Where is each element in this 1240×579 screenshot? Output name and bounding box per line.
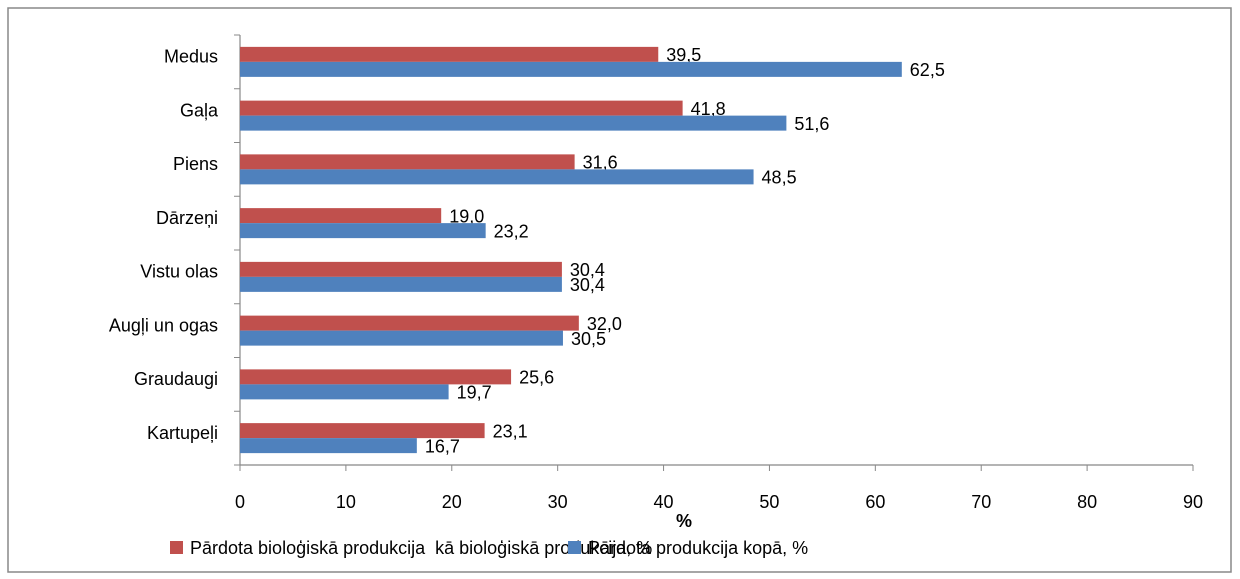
bar bbox=[240, 61, 902, 77]
data-label: 32,0 bbox=[587, 314, 622, 334]
bar bbox=[240, 276, 562, 292]
y-tick-label: Augļi un ogas bbox=[109, 315, 218, 335]
bar bbox=[240, 208, 442, 224]
x-tick-label: 30 bbox=[548, 492, 568, 512]
bar bbox=[240, 115, 787, 131]
legend-label: Pārdota bioloģiskā produkcija kā bioloģi… bbox=[190, 538, 652, 558]
bar bbox=[240, 154, 575, 170]
bar bbox=[240, 423, 485, 439]
x-tick-label: 80 bbox=[1077, 492, 1097, 512]
x-tick-label: 40 bbox=[654, 492, 674, 512]
data-label: 25,6 bbox=[519, 368, 554, 388]
bar bbox=[240, 330, 563, 346]
bar bbox=[240, 384, 449, 400]
data-label: 51,6 bbox=[794, 114, 829, 134]
legend-swatch bbox=[568, 541, 581, 554]
data-label: 19,7 bbox=[457, 383, 492, 403]
y-tick-label: Piens bbox=[173, 154, 218, 174]
data-label: 30,4 bbox=[570, 275, 605, 295]
legend-swatch bbox=[170, 541, 183, 554]
y-tick-label: Gaļa bbox=[180, 100, 219, 120]
x-tick-label: 60 bbox=[865, 492, 885, 512]
data-label: 62,5 bbox=[910, 60, 945, 80]
bar bbox=[240, 223, 486, 239]
bar bbox=[240, 261, 562, 277]
data-label: 41,8 bbox=[691, 99, 726, 119]
data-label: 16,7 bbox=[425, 436, 460, 456]
bar bbox=[240, 438, 417, 454]
data-label: 19,0 bbox=[449, 206, 484, 226]
bar bbox=[240, 46, 659, 62]
y-tick-label: Vistu olas bbox=[140, 262, 218, 282]
x-tick-label: 10 bbox=[336, 492, 356, 512]
x-axis-label: % bbox=[676, 511, 692, 531]
bar bbox=[240, 169, 754, 185]
data-label: 30,4 bbox=[570, 260, 605, 280]
data-label: 23,1 bbox=[493, 421, 528, 441]
x-tick-label: 90 bbox=[1183, 492, 1203, 512]
chart-frame bbox=[7, 7, 1232, 573]
x-tick-label: 70 bbox=[971, 492, 991, 512]
y-tick-label: Medus bbox=[164, 47, 218, 67]
legend-label: Pārdota produkcija kopā, % bbox=[588, 538, 808, 558]
x-tick-label: 0 bbox=[235, 492, 245, 512]
bar bbox=[240, 100, 683, 116]
x-tick-label: 20 bbox=[442, 492, 462, 512]
data-label: 23,2 bbox=[494, 221, 529, 241]
data-label: 48,5 bbox=[762, 168, 797, 188]
y-tick-label: Kartupeļi bbox=[147, 423, 218, 443]
bar bbox=[240, 369, 512, 385]
data-label: 31,6 bbox=[583, 153, 618, 173]
data-label: 30,5 bbox=[571, 329, 606, 349]
bar bbox=[240, 315, 579, 331]
y-tick-label: Dārzeņi bbox=[156, 208, 218, 228]
data-label: 39,5 bbox=[666, 45, 701, 65]
y-tick-label: Graudaugi bbox=[134, 369, 218, 389]
x-tick-label: 50 bbox=[759, 492, 779, 512]
